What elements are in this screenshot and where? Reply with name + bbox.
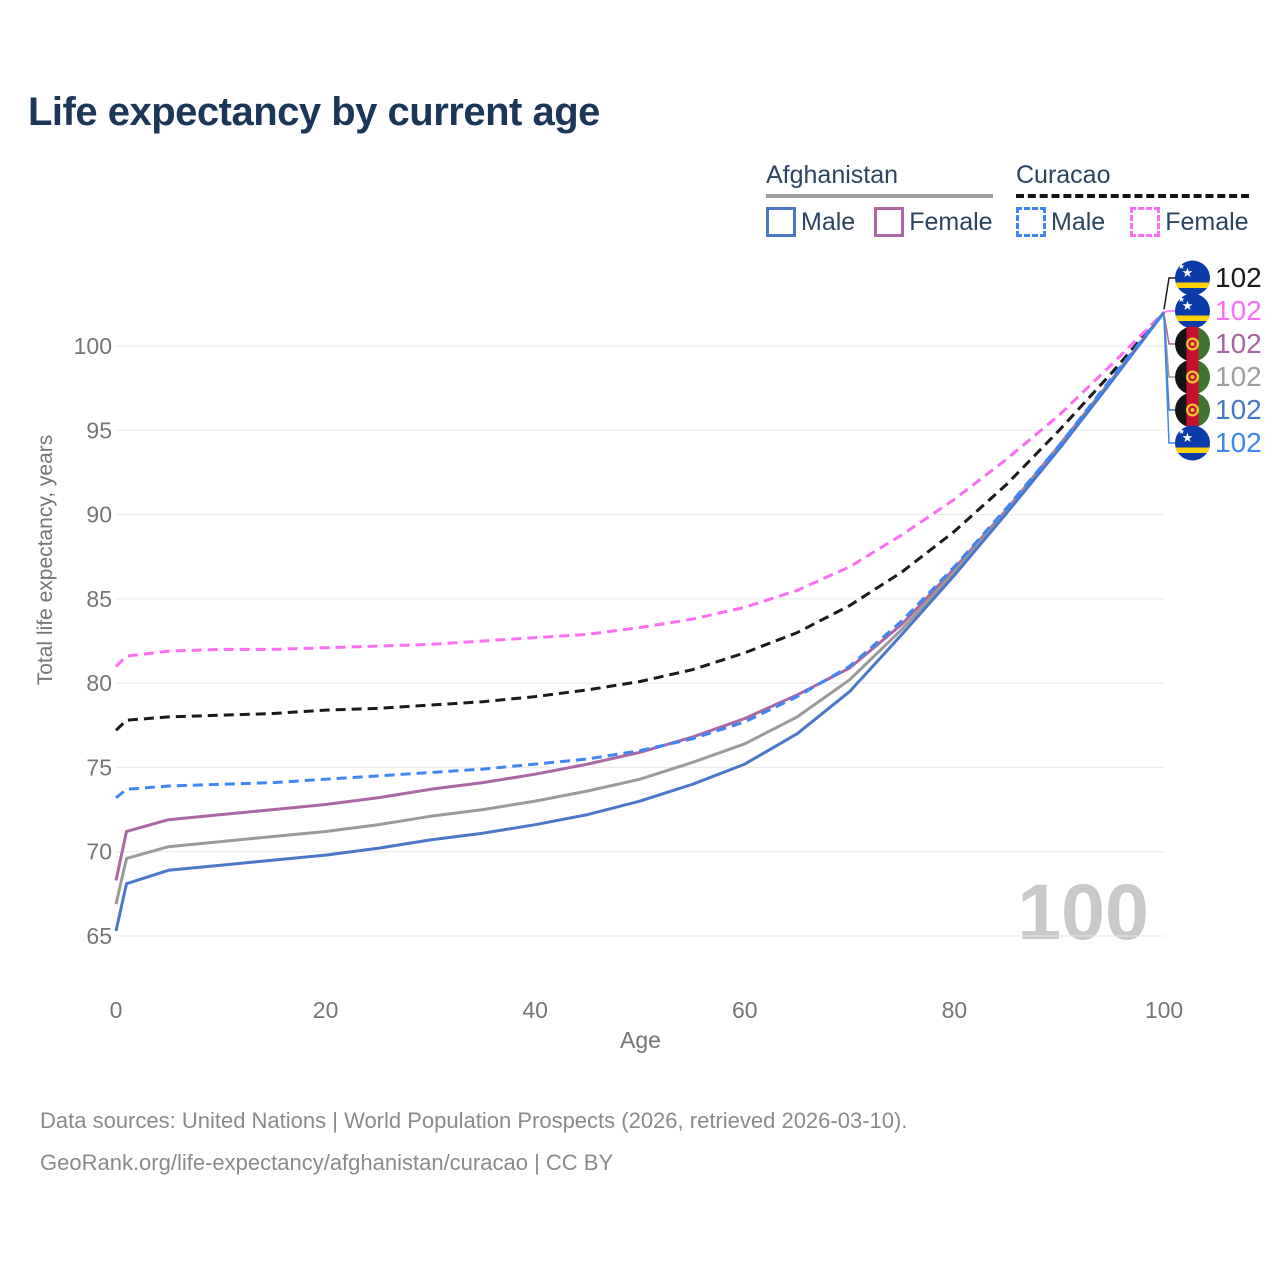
legend-item-afghanistan-male[interactable]: Male <box>766 207 855 237</box>
x-axis-title: Age <box>620 1027 661 1053</box>
series-line-curacao-male <box>115 311 1166 799</box>
series-line-curacao-female <box>114 311 1166 668</box>
legend-group-afghanistan: Afghanistan Male Female <box>766 161 993 237</box>
footer-data-sources: Data sources: United Nations | World Pop… <box>40 1108 908 1133</box>
legend-underline-dashed <box>1016 194 1249 198</box>
y-tick-label: 90 <box>86 502 112 528</box>
y-tick-label: 80 <box>86 670 112 696</box>
svg-text:★: ★ <box>1178 262 1185 271</box>
end-value-label: 102 <box>1215 262 1262 293</box>
legend-label: Female <box>909 207 993 236</box>
end-label-leader-line <box>1163 310 1176 314</box>
svg-text:★: ★ <box>1178 295 1185 304</box>
x-tick-label: 20 <box>313 997 339 1023</box>
x-tick-label: 100 <box>1145 997 1183 1023</box>
svg-text:★: ★ <box>1182 298 1194 313</box>
legend-label: Male <box>1051 207 1106 236</box>
legend-label: Male <box>801 207 856 236</box>
page-title: Life expectancy by current age <box>28 90 600 134</box>
svg-text:★: ★ <box>1178 427 1185 436</box>
y-tick-label: 70 <box>86 839 112 865</box>
end-label-leader-line <box>1163 313 1176 345</box>
end-value-label: 102 <box>1215 295 1262 326</box>
end-label-leader-line <box>1163 277 1176 310</box>
x-tick-label: 60 <box>732 997 758 1023</box>
age-counter-watermark: 100 <box>1017 867 1149 956</box>
afghanistan-flag-icon <box>1175 359 1210 395</box>
end-value-label: 102 <box>1215 394 1262 425</box>
afghanistan-flag-icon <box>1175 392 1210 428</box>
end-value-label: 102 <box>1215 427 1262 458</box>
y-tick-label: 100 <box>74 333 112 359</box>
end-value-label: 102 <box>1215 361 1262 392</box>
legend-group-curacao: Curacao Male Female <box>1016 161 1249 237</box>
svg-text:★: ★ <box>1182 265 1194 280</box>
end-label-leader-line <box>1163 316 1176 444</box>
footer-attribution: GeoRank.org/life-expectancy/afghanistan/… <box>40 1150 614 1175</box>
series-line-afghanistan-male <box>114 311 1166 932</box>
curacao-flag-icon: ★★ <box>1175 425 1210 461</box>
legend-label: Female <box>1165 207 1249 236</box>
series-line-afghanistan-female <box>114 311 1166 881</box>
legend-swatch-afghanistan-male <box>766 207 796 237</box>
legend-country-curacao: Curacao <box>1016 161 1111 189</box>
series-line-afghanistan-both-sexes <box>114 311 1166 905</box>
y-tick-label: 65 <box>86 923 112 949</box>
curacao-flag-icon: ★★ <box>1175 260 1210 296</box>
legend-country-afghanistan: Afghanistan <box>766 161 899 189</box>
svg-text:★: ★ <box>1182 430 1194 445</box>
x-tick-label: 80 <box>942 997 968 1023</box>
legend-item-afghanistan-female[interactable]: Female <box>874 207 993 237</box>
afghanistan-flag-icon <box>1175 326 1210 362</box>
y-tick-label: 95 <box>86 417 112 443</box>
legend-swatch-curacao-male <box>1016 207 1046 237</box>
legend-swatch-curacao-female <box>1130 207 1161 237</box>
curacao-flag-icon: ★★ <box>1175 293 1210 329</box>
x-tick-label: 0 <box>110 997 123 1023</box>
legend-item-curacao-male[interactable]: Male <box>1016 207 1105 237</box>
legend-swatch-afghanistan-female <box>874 207 905 237</box>
series-line-curacao-both-sexes <box>114 311 1166 732</box>
legend-item-curacao-female[interactable]: Female <box>1130 207 1249 237</box>
y-tick-label: 75 <box>86 754 112 780</box>
y-tick-label: 85 <box>86 586 112 612</box>
x-tick-label: 40 <box>522 997 548 1023</box>
legend-underline-solid <box>766 194 993 198</box>
end-value-label: 102 <box>1215 328 1262 359</box>
